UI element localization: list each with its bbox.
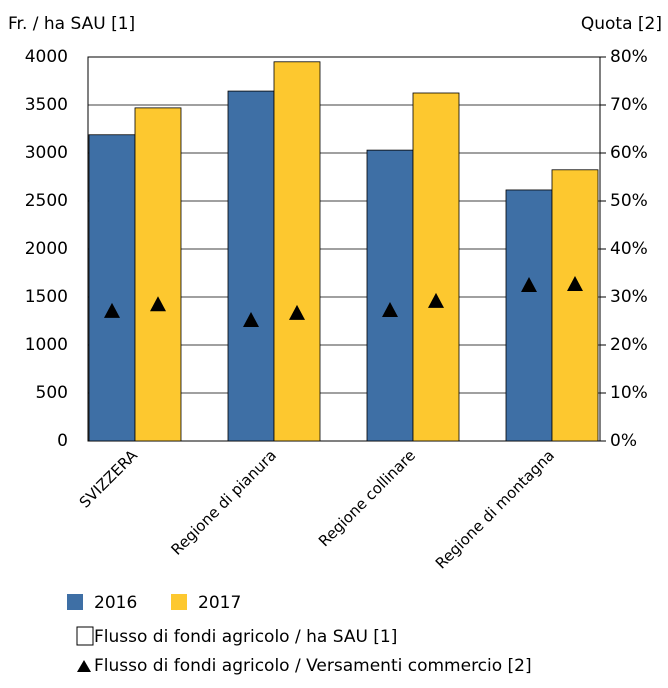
x-tick-label: Regione collinare xyxy=(315,446,419,550)
bar xyxy=(273,61,321,442)
bar xyxy=(412,92,460,442)
legend-triangle-icon xyxy=(77,660,91,672)
bar xyxy=(551,169,599,442)
y-axis-label: Fr. / ha SAU [1] xyxy=(8,14,135,34)
y-tick-label: 3500 xyxy=(25,95,68,115)
legend-box-icon xyxy=(76,626,94,646)
y-tick-label: 4000 xyxy=(25,47,68,67)
bar xyxy=(227,90,275,442)
y-tick-label: 2000 xyxy=(25,239,68,259)
y2-tick-label: 20% xyxy=(610,335,648,355)
legend-note: Flusso di fondi agricolo / Versamenti co… xyxy=(94,656,532,676)
y2-tick-label: 30% xyxy=(610,287,648,307)
y-tick-label: 1000 xyxy=(25,335,68,355)
plot-frame xyxy=(87,56,601,442)
y-tick-label: 1500 xyxy=(25,287,68,307)
ratio-marker xyxy=(521,277,537,292)
legend-swatch xyxy=(171,594,187,610)
y-tick-label: 2500 xyxy=(25,191,68,211)
bar xyxy=(505,189,553,442)
legend-note: Flusso di fondi agricolo / ha SAU [1] xyxy=(94,627,397,647)
y2-tick-label: 50% xyxy=(610,191,648,211)
x-tick-label: SVIZZERA xyxy=(76,446,142,512)
legend-label: 2016 xyxy=(94,593,137,613)
ratio-marker xyxy=(428,292,444,308)
y2-tick-label: 70% xyxy=(610,95,648,115)
bar xyxy=(134,107,182,442)
x-tick-label: Regione di montagna xyxy=(432,446,558,572)
y-tick-label: 3000 xyxy=(25,143,68,163)
y2-tick-label: 40% xyxy=(610,239,648,259)
y2-tick-label: 10% xyxy=(610,383,648,403)
y-tick-label: 0 xyxy=(57,431,68,451)
ratio-marker xyxy=(150,296,166,312)
y2-axis-label: Quota [2] xyxy=(581,14,662,34)
ratio-marker xyxy=(567,276,583,292)
ratio-marker xyxy=(382,301,398,317)
y2-tick-label: 80% xyxy=(610,47,648,67)
x-tick-label: Regione di pianura xyxy=(168,446,280,558)
legend-swatch xyxy=(67,594,83,610)
ratio-marker xyxy=(243,312,259,328)
ratio-marker xyxy=(104,302,120,318)
legend-label: 2017 xyxy=(198,593,241,613)
y-tick-label: 500 xyxy=(36,383,68,403)
ratio-marker xyxy=(289,304,305,320)
y2-tick-label: 60% xyxy=(610,143,648,163)
bar xyxy=(366,149,414,442)
y2-tick-label: 0% xyxy=(610,431,637,451)
bar xyxy=(88,134,136,442)
